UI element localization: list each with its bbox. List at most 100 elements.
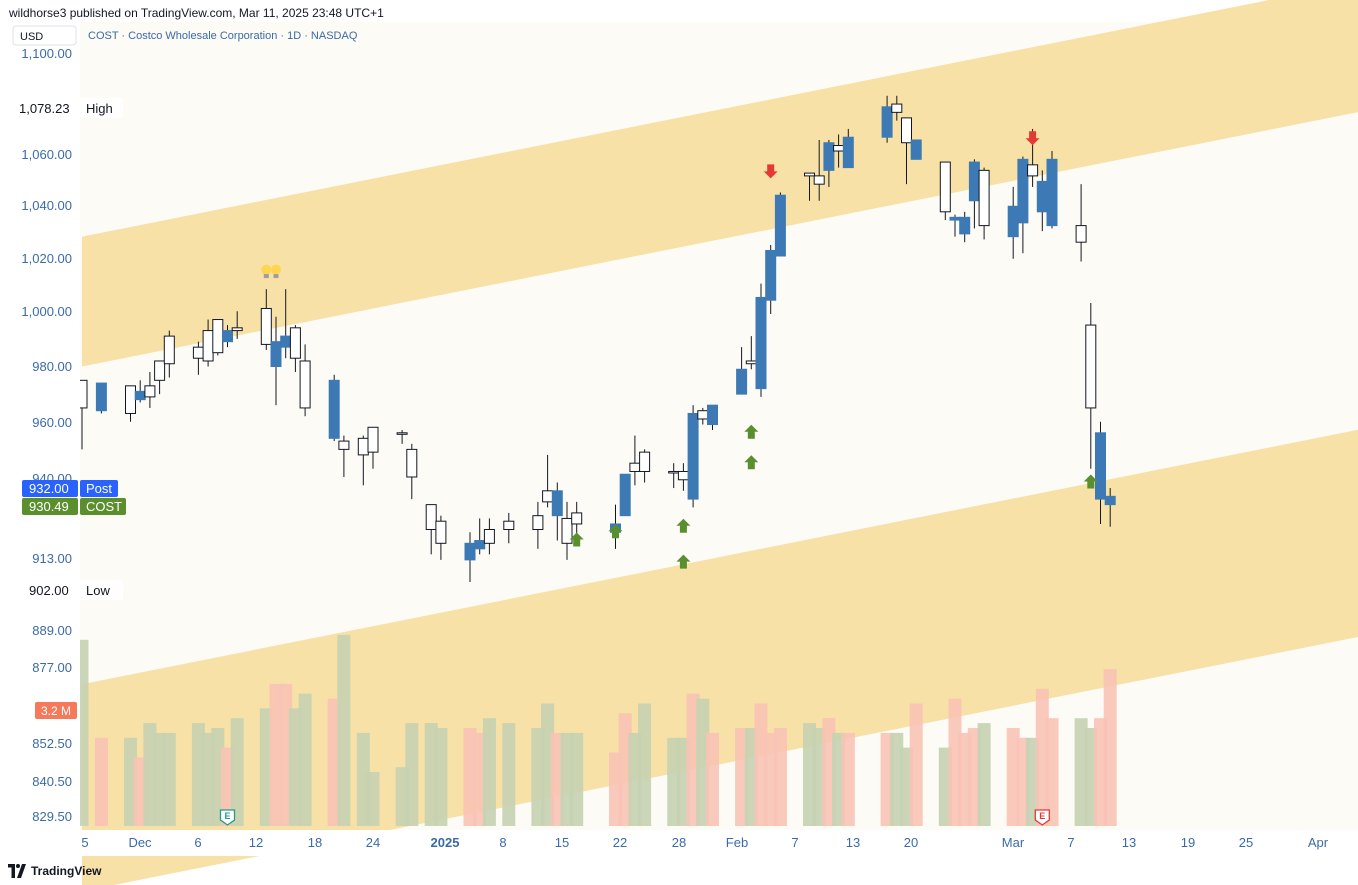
post-label-value-box — [22, 480, 78, 497]
idea-bulb-icon — [261, 264, 272, 275]
candle — [144, 372, 156, 408]
volume-bar — [909, 703, 923, 826]
low-label-value: 902.00 — [29, 583, 69, 598]
price-tick-label: 913.00 — [32, 551, 72, 566]
candle — [503, 512, 515, 544]
candle — [901, 117, 912, 185]
candle — [483, 518, 495, 555]
volume-bar — [773, 728, 787, 826]
buy-signal-arrow-icon — [744, 455, 759, 470]
price-tick-label: 829.50 — [32, 809, 72, 824]
candle — [1046, 151, 1058, 229]
price-tick-label: 877.00 — [32, 660, 72, 675]
post-label-text: Post — [86, 481, 112, 496]
buy-signal-arrow-icon — [608, 524, 623, 539]
volume-bar — [230, 718, 244, 826]
earnings-marker[interactable]: E — [1034, 809, 1050, 826]
high-label-text: High — [86, 101, 113, 116]
candlesticks — [76, 95, 1116, 582]
candle — [222, 325, 233, 348]
candle — [1104, 488, 1116, 527]
candle — [813, 139, 825, 201]
candle — [561, 501, 573, 560]
volume-bar — [841, 732, 855, 826]
time-tick-label: 7 — [1067, 835, 1074, 850]
candle — [736, 347, 748, 395]
candle — [842, 128, 854, 169]
candle — [406, 443, 418, 500]
time-tick-label: 24 — [366, 835, 380, 850]
candle — [270, 316, 282, 406]
last-label-text-box — [80, 498, 126, 515]
currency-label: USD — [20, 31, 43, 43]
published-header: wildhorse3 published on TradingView.com,… — [9, 6, 384, 20]
candle — [551, 482, 563, 541]
time-tick-label: Dec — [128, 835, 152, 850]
price-tick-label: 1,100.00 — [21, 46, 72, 61]
candle — [260, 289, 272, 350]
volume-bar — [162, 732, 176, 826]
earnings-marker-label: E — [1039, 811, 1045, 821]
candle — [532, 501, 544, 549]
candle — [425, 504, 437, 555]
high-label-value: 1,078.23 — [19, 101, 70, 116]
candle — [367, 426, 379, 469]
price-tick-label: 889.00 — [32, 623, 72, 638]
price-tick-label: 980.00 — [32, 359, 72, 374]
buy-signal-arrow-icon — [744, 424, 759, 439]
candle — [755, 283, 767, 397]
earnings-marker[interactable]: E — [219, 809, 236, 826]
price-tick-label: 1,060.00 — [21, 147, 72, 162]
low-label-box — [13, 580, 123, 600]
post-label-text-box — [80, 480, 118, 497]
buy-signal-arrow-icon — [569, 532, 584, 547]
candle — [1075, 184, 1087, 262]
price-tick-label: 852.50 — [32, 736, 72, 751]
time-tick-label: 8 — [499, 835, 506, 850]
buy-signal-arrow-icon — [676, 554, 691, 569]
buy-signal-arrow-icon — [676, 518, 691, 533]
last-label-value: 930.49 — [29, 499, 69, 514]
candle — [978, 167, 990, 240]
sell-signal-arrow-icon — [763, 164, 778, 179]
time-axis-ticks: 5 Dec 6 12 18 24 2025 8 15 22 28 Feb 7 13 20 Mar 7 13 19 25… — [81, 835, 1328, 850]
price-tick-label: 960.00 — [32, 415, 72, 430]
time-tick-label: 25 — [1239, 835, 1253, 850]
candle — [707, 404, 718, 431]
price-tick-label: 840.50 — [32, 774, 72, 789]
volume-label-value: 3.2 M — [41, 704, 71, 718]
price-tick-label: 1,020.00 — [21, 251, 72, 266]
time-tick-label: Apr — [1308, 835, 1329, 850]
time-tick-label: 20 — [904, 835, 918, 850]
volume-bar — [570, 732, 584, 826]
currency-box[interactable] — [12, 25, 77, 46]
time-tick-label: 2025 — [431, 835, 460, 850]
time-tick-label: 13 — [1122, 835, 1136, 850]
candle — [212, 319, 224, 356]
candle — [959, 211, 971, 243]
candle — [774, 192, 786, 257]
low-label-text: Low — [86, 583, 110, 598]
candle — [231, 311, 243, 339]
volume-bar — [298, 693, 312, 826]
candle — [1085, 302, 1097, 469]
footer-brand: TradingView — [31, 864, 102, 878]
candle — [1017, 156, 1029, 254]
price-axis[interactable] — [0, 22, 80, 830]
time-axis[interactable] — [0, 830, 1358, 856]
volume-bar — [1045, 718, 1059, 826]
earnings-marker-label: E — [224, 811, 230, 821]
candle — [95, 382, 107, 414]
buy-signal-arrow-icon — [1083, 474, 1098, 489]
last-label-text: COST — [86, 499, 122, 514]
price-tick-label: 1,040.00 — [21, 198, 72, 213]
volume-bar — [1103, 669, 1117, 826]
volume-label-box — [35, 702, 77, 719]
footer: TradingView — [8, 862, 101, 880]
candle — [765, 244, 777, 315]
volume-bar — [337, 634, 351, 826]
candle — [154, 360, 166, 395]
